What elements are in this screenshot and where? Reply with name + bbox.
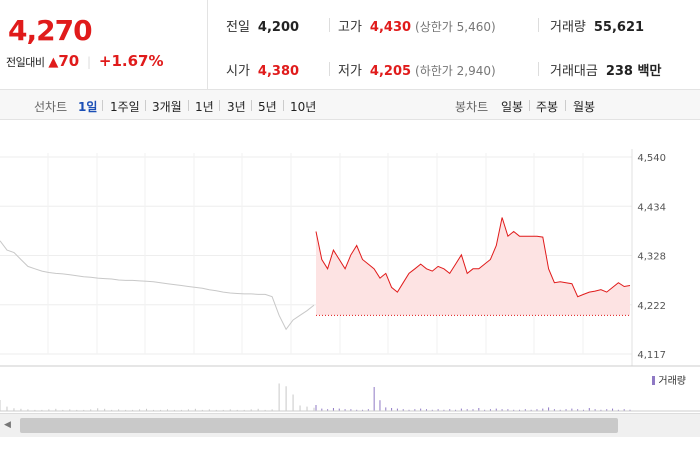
tab-10years[interactable]: 10년 (290, 100, 317, 114)
y-tick-label: 4,434 (637, 202, 666, 213)
volume-legend-label: 거래량 (658, 376, 686, 387)
change-value: 70 (58, 52, 80, 70)
tab-divider (219, 100, 220, 111)
bottom-strip (0, 437, 700, 450)
tab-1day[interactable]: 1일 (78, 100, 98, 114)
tab-divider (145, 100, 146, 111)
scroll-thumb[interactable] (20, 418, 618, 433)
change-label: 전일대비 (6, 56, 45, 69)
volume-swatch-icon (652, 376, 656, 385)
divider (538, 62, 539, 76)
current-price: 4,270 (8, 14, 93, 47)
tab-divider (102, 100, 103, 111)
y-tick-label: 4,540 (637, 153, 666, 164)
stat-volume: 거래량 55,621 (550, 16, 644, 35)
change-percent: +1.67% (98, 52, 164, 70)
quote-header: 4,270 전일대비 ▲70 | +1.67% 전일 4,200 고가 4,430(… (0, 0, 700, 90)
divider (329, 18, 330, 32)
stat-high: 고가 4,430 (상한가 5,460) (338, 16, 496, 35)
stat-value: 4,200 (257, 20, 300, 35)
tab-weekly-candle[interactable]: 주봉 (536, 100, 559, 114)
stat-label: 시가 (226, 64, 250, 79)
scroll-left-icon[interactable]: ◀ (4, 420, 11, 430)
candle-chart-label: 봉차트 (455, 100, 489, 114)
chart-scrollbar[interactable]: ◀ (0, 413, 700, 437)
stat-value: 55,621 (593, 20, 645, 35)
stat-trade-value: 거래대금 238 백만 (550, 60, 661, 79)
period-tabbar: 선차트 1일 1주일 3개월 1년 3년 5년 10년 봉차트 일봉 주봉 월봉 (0, 90, 700, 120)
tab-3months[interactable]: 3개월 (152, 100, 182, 114)
prev-day-line (0, 240, 315, 331)
tab-divider (565, 100, 566, 111)
stat-label: 전일 (226, 20, 250, 35)
stat-label: 고가 (338, 20, 362, 35)
tab-monthly-candle[interactable]: 월봉 (573, 100, 596, 114)
line-chart-label: 선차트 (34, 100, 68, 114)
y-tick-label: 4,222 (637, 301, 666, 312)
divider (329, 62, 330, 76)
y-tick-label: 4,328 (637, 252, 666, 263)
change-divider: | (87, 55, 92, 69)
tab-daily-candle[interactable]: 일봉 (501, 100, 524, 114)
tab-5years[interactable]: 5년 (258, 100, 277, 114)
price-chart[interactable]: 4,540 4,434 4,328 4,222 4,117 (0, 121, 700, 451)
change-line: 전일대비 ▲70 | +1.67% (6, 52, 164, 70)
tab-3years[interactable]: 3년 (227, 100, 246, 114)
tab-divider (283, 100, 284, 111)
stat-value: 4,430 (369, 20, 412, 35)
stat-open: 시가 4,380 (226, 60, 299, 79)
up-arrow-icon: ▲ (48, 55, 59, 70)
tab-divider (188, 100, 189, 111)
today-line (315, 217, 631, 298)
stat-low: 저가 4,205 (하한가 2,940) (338, 60, 496, 79)
stat-value: 4,205 (369, 64, 412, 79)
stat-prev-close: 전일 4,200 (226, 16, 299, 35)
stats-panel: 전일 4,200 고가 4,430 (상한가 5,460) 거래량 55,621 시가 4… (208, 0, 700, 90)
stat-label: 거래량 (550, 20, 586, 35)
today-fill (316, 217, 630, 316)
stat-value: 238 백만 (605, 64, 662, 79)
tab-divider (251, 100, 252, 111)
stat-label: 저가 (338, 64, 362, 79)
tab-1year[interactable]: 1년 (195, 100, 214, 114)
tab-1week[interactable]: 1주일 (110, 100, 140, 114)
tab-divider (529, 100, 530, 111)
stat-label: 거래대금 (550, 64, 598, 79)
upper-limit: (상한가 5,460) (415, 20, 496, 34)
y-tick-label: 4,117 (637, 350, 666, 361)
divider (538, 18, 539, 32)
lower-limit: (하한가 2,940) (415, 64, 496, 78)
volume-legend: 거래량 (652, 372, 686, 387)
price-box: 4,270 전일대비 ▲70 | +1.67% (0, 0, 208, 90)
stat-value: 4,380 (257, 64, 300, 79)
